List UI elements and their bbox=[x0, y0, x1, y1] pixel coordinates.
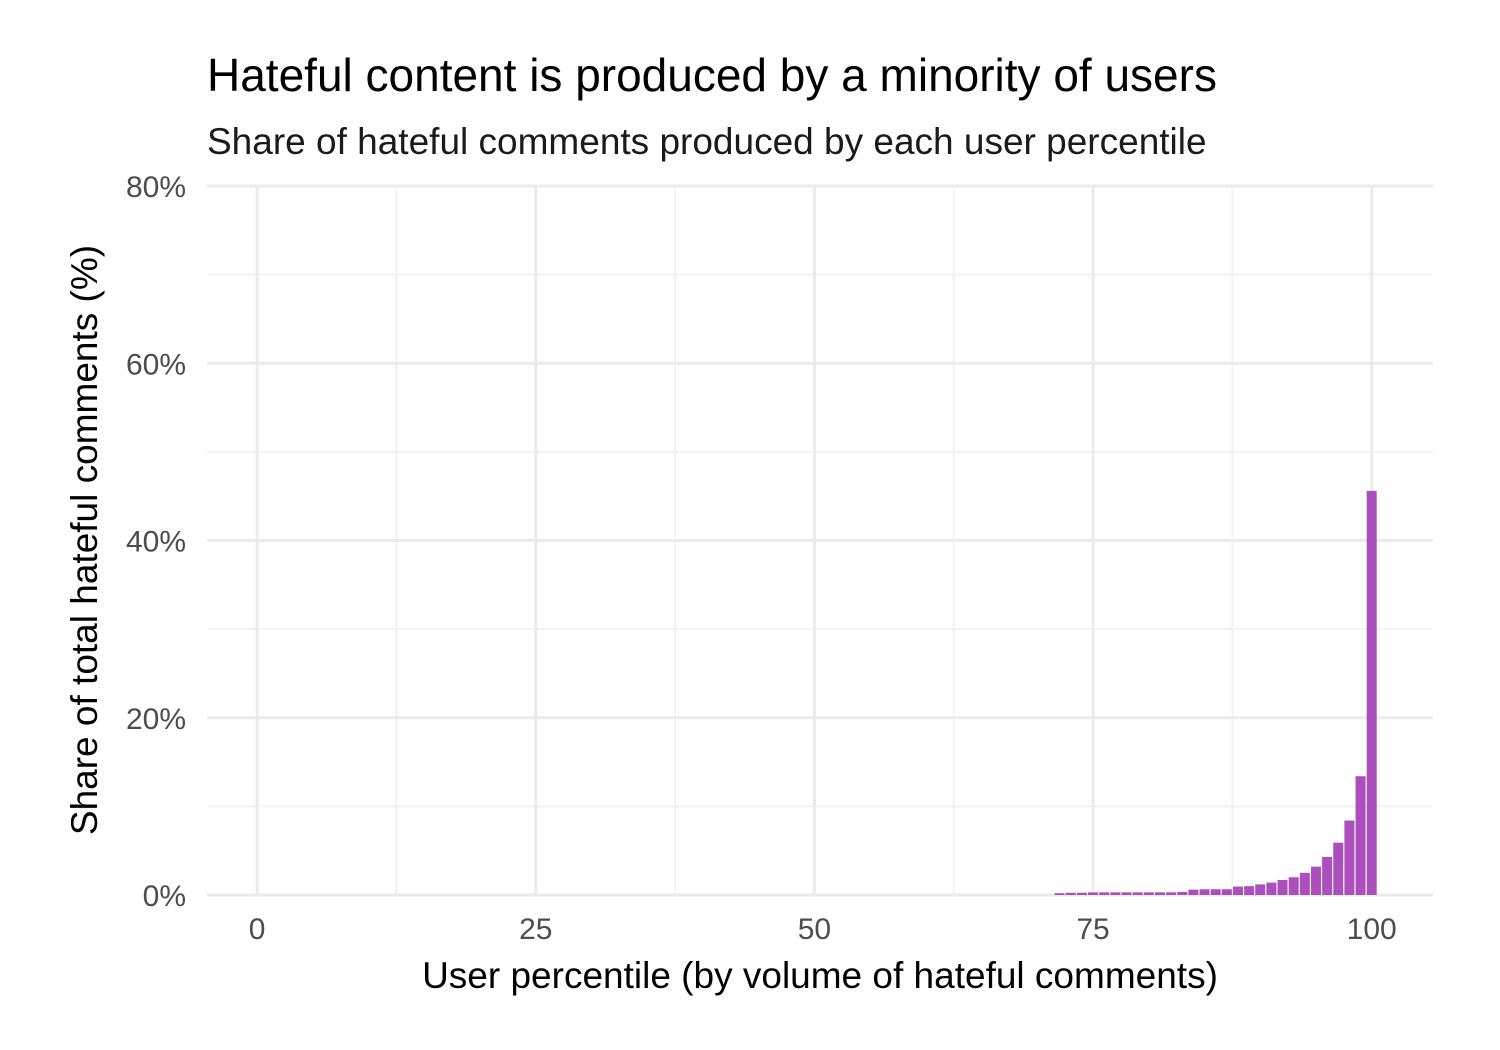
bar bbox=[1266, 882, 1277, 895]
bar bbox=[1199, 889, 1210, 895]
y-tick-label: 40% bbox=[126, 526, 186, 559]
x-axis-ticks: 0 25 50 75 100 bbox=[249, 913, 1397, 946]
bar bbox=[1110, 892, 1121, 895]
bar bbox=[1076, 892, 1087, 895]
bar bbox=[1188, 889, 1199, 895]
grid bbox=[207, 184, 1433, 897]
bars bbox=[1054, 490, 1377, 895]
x-tick-label: 75 bbox=[1076, 913, 1109, 946]
x-tick-label: 50 bbox=[798, 913, 831, 946]
bar bbox=[1121, 892, 1132, 895]
x-axis-title: User percentile (by volume of hateful co… bbox=[422, 955, 1218, 996]
bar bbox=[1232, 886, 1243, 895]
x-tick-label: 100 bbox=[1347, 913, 1397, 946]
bar bbox=[1333, 842, 1344, 895]
bar bbox=[1255, 884, 1266, 895]
bar bbox=[1143, 892, 1154, 895]
y-axis-ticks: 0% 20% 40% 60% 80% bbox=[126, 171, 186, 913]
y-tick-label: 0% bbox=[143, 880, 186, 913]
bar bbox=[1054, 893, 1065, 895]
y-tick-label: 80% bbox=[126, 171, 186, 204]
bar bbox=[1166, 892, 1177, 895]
bar bbox=[1132, 892, 1143, 895]
chart-subtitle: Share of hateful comments produced by ea… bbox=[207, 121, 1207, 162]
bar bbox=[1099, 892, 1110, 895]
bar bbox=[1322, 856, 1333, 895]
bar bbox=[1366, 490, 1377, 895]
bar bbox=[1221, 889, 1232, 895]
bar bbox=[1177, 891, 1188, 895]
x-tick-label: 0 bbox=[249, 913, 266, 946]
bar bbox=[1310, 866, 1321, 895]
y-tick-label: 60% bbox=[126, 348, 186, 381]
bar bbox=[1299, 872, 1310, 895]
bar bbox=[1344, 820, 1355, 895]
chart-title: Hateful content is produced by a minorit… bbox=[207, 49, 1217, 101]
bar bbox=[1210, 889, 1221, 895]
bar bbox=[1355, 776, 1366, 895]
y-axis-title: Share of total hateful comments (%) bbox=[64, 245, 105, 835]
bar bbox=[1277, 879, 1288, 895]
bar bbox=[1154, 892, 1165, 895]
bar bbox=[1288, 877, 1299, 895]
bar bbox=[1065, 892, 1076, 895]
bar bbox=[1244, 886, 1255, 895]
y-tick-label: 20% bbox=[126, 703, 186, 736]
x-tick-label: 25 bbox=[519, 913, 552, 946]
bar bbox=[1088, 892, 1099, 895]
